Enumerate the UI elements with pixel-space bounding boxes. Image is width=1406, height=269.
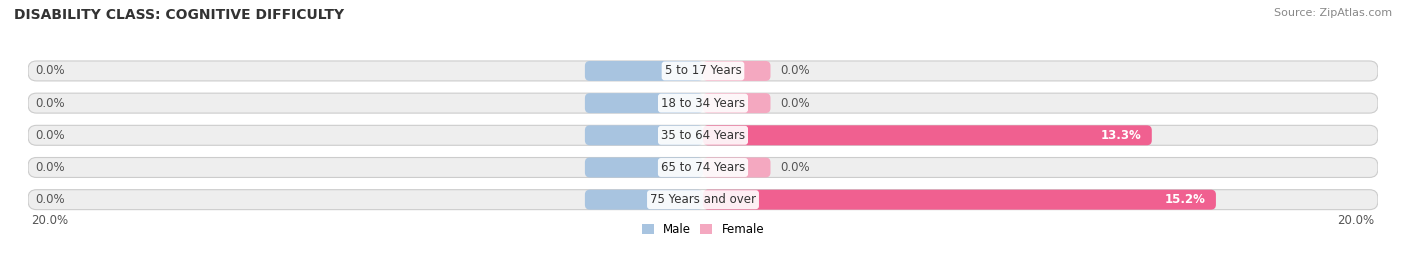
Text: DISABILITY CLASS: COGNITIVE DIFFICULTY: DISABILITY CLASS: COGNITIVE DIFFICULTY (14, 8, 344, 22)
FancyBboxPatch shape (28, 158, 1378, 178)
Text: 35 to 64 Years: 35 to 64 Years (661, 129, 745, 142)
Text: 0.0%: 0.0% (780, 97, 810, 110)
FancyBboxPatch shape (585, 158, 703, 178)
FancyBboxPatch shape (703, 125, 1152, 145)
Text: 13.3%: 13.3% (1101, 129, 1142, 142)
Text: 65 to 74 Years: 65 to 74 Years (661, 161, 745, 174)
Text: 0.0%: 0.0% (35, 129, 65, 142)
FancyBboxPatch shape (585, 61, 703, 81)
Text: 0.0%: 0.0% (35, 97, 65, 110)
FancyBboxPatch shape (28, 125, 1378, 145)
Text: 0.0%: 0.0% (780, 65, 810, 77)
FancyBboxPatch shape (585, 190, 703, 210)
FancyBboxPatch shape (703, 190, 1216, 210)
FancyBboxPatch shape (28, 93, 1378, 113)
FancyBboxPatch shape (28, 61, 1378, 81)
Text: 0.0%: 0.0% (35, 161, 65, 174)
Text: 20.0%: 20.0% (1337, 214, 1375, 227)
FancyBboxPatch shape (585, 125, 703, 145)
FancyBboxPatch shape (703, 61, 770, 81)
FancyBboxPatch shape (703, 93, 770, 113)
FancyBboxPatch shape (703, 158, 770, 178)
Text: Source: ZipAtlas.com: Source: ZipAtlas.com (1274, 8, 1392, 18)
Text: 20.0%: 20.0% (31, 214, 69, 227)
FancyBboxPatch shape (28, 190, 1378, 210)
Text: 0.0%: 0.0% (780, 161, 810, 174)
FancyBboxPatch shape (585, 93, 703, 113)
Legend: Male, Female: Male, Female (637, 218, 769, 240)
Text: 18 to 34 Years: 18 to 34 Years (661, 97, 745, 110)
Text: 0.0%: 0.0% (35, 65, 65, 77)
Text: 15.2%: 15.2% (1166, 193, 1206, 206)
Text: 75 Years and over: 75 Years and over (650, 193, 756, 206)
Text: 0.0%: 0.0% (35, 193, 65, 206)
Text: 5 to 17 Years: 5 to 17 Years (665, 65, 741, 77)
